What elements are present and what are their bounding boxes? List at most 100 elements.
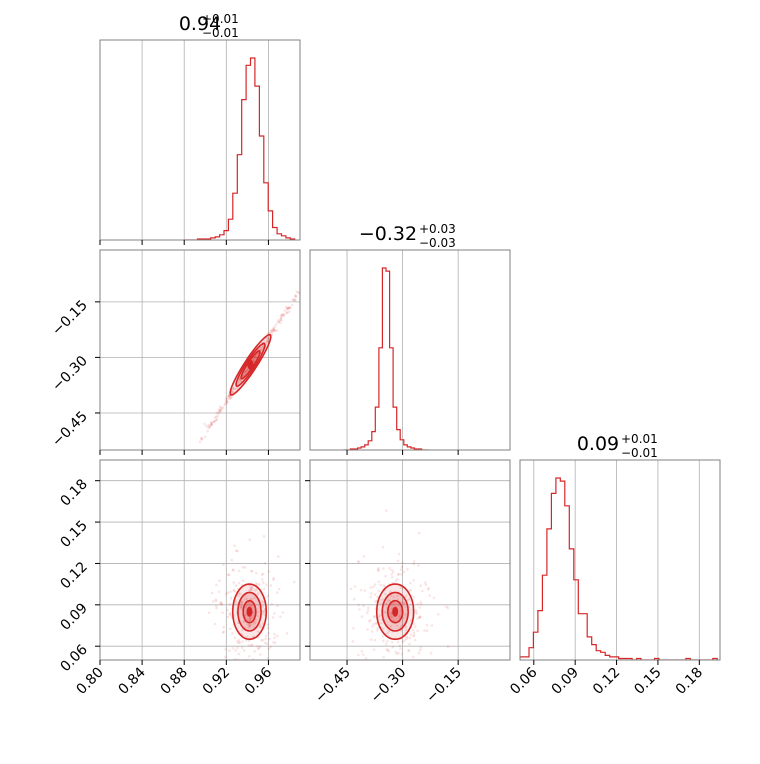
sample-point bbox=[417, 531, 421, 535]
sample-point bbox=[370, 592, 373, 595]
sample-point bbox=[284, 305, 288, 309]
sample-point bbox=[360, 650, 364, 653]
sample-point bbox=[241, 374, 245, 378]
sample-point bbox=[257, 646, 261, 650]
sample-point bbox=[231, 632, 234, 635]
sample-point bbox=[358, 608, 361, 611]
sample-point bbox=[407, 668, 410, 671]
sample-point bbox=[263, 608, 266, 611]
sample-point bbox=[240, 605, 244, 608]
sample-point bbox=[243, 370, 247, 374]
sample-point bbox=[250, 586, 253, 590]
sample-point bbox=[270, 333, 274, 336]
sample-point bbox=[406, 568, 409, 571]
sample-point bbox=[249, 586, 252, 590]
sample-point bbox=[249, 604, 252, 608]
sample-point bbox=[399, 647, 402, 650]
sample-point bbox=[226, 591, 229, 594]
sample-point bbox=[286, 307, 289, 311]
sample-point bbox=[292, 580, 296, 584]
panel-background bbox=[310, 460, 510, 660]
sample-point bbox=[272, 328, 276, 332]
sample-point bbox=[269, 584, 273, 587]
sample-point bbox=[247, 655, 251, 658]
histogram-series bbox=[343, 267, 429, 450]
sample-point bbox=[400, 565, 404, 569]
sample-point bbox=[236, 621, 240, 625]
sample-point bbox=[285, 311, 289, 315]
sample-point bbox=[400, 652, 404, 656]
sample-point bbox=[385, 509, 388, 512]
sample-point bbox=[220, 603, 224, 606]
sample-point bbox=[289, 306, 292, 310]
sample-point bbox=[371, 625, 374, 628]
sample-point bbox=[215, 418, 218, 422]
sample-point bbox=[264, 637, 267, 640]
sample-point bbox=[400, 600, 403, 604]
sample-point bbox=[237, 591, 241, 595]
sample-point bbox=[244, 605, 247, 609]
sample-point bbox=[247, 601, 250, 605]
sample-point bbox=[279, 661, 282, 664]
sample-point bbox=[361, 653, 365, 656]
sample-point bbox=[426, 588, 430, 591]
sample-point bbox=[396, 577, 399, 581]
panel-0-0 bbox=[99, 39, 301, 245]
sample-point bbox=[357, 653, 360, 657]
sample-point bbox=[275, 329, 279, 332]
panel-frame bbox=[99, 459, 301, 661]
sample-point bbox=[272, 326, 275, 330]
sample-point bbox=[408, 642, 411, 646]
sample-point bbox=[236, 640, 239, 643]
sample-point bbox=[243, 598, 247, 601]
panel-frame bbox=[99, 249, 301, 451]
sample-point bbox=[406, 664, 409, 667]
sample-point bbox=[265, 583, 268, 586]
y-tick-label: −0.15 bbox=[49, 297, 91, 339]
sample-point bbox=[429, 651, 433, 655]
sample-point bbox=[399, 568, 403, 571]
sample-point bbox=[397, 573, 400, 576]
y-tick-label: 0.06 bbox=[57, 642, 90, 675]
sample-point bbox=[413, 638, 417, 642]
sample-point bbox=[285, 632, 289, 635]
sample-point bbox=[215, 604, 218, 608]
sample-point bbox=[273, 325, 277, 329]
sample-point bbox=[279, 615, 282, 619]
title-param-2-sup: +0.03 bbox=[419, 222, 456, 236]
sample-point bbox=[416, 629, 419, 632]
sample-point bbox=[382, 584, 386, 587]
sample-point bbox=[248, 538, 251, 541]
sample-point bbox=[437, 613, 440, 616]
x-tick-label: 0.92 bbox=[200, 665, 233, 698]
sample-point bbox=[391, 645, 395, 649]
title-param-3-sub: −0.01 bbox=[621, 446, 658, 460]
sample-point bbox=[373, 583, 377, 586]
sample-point bbox=[219, 410, 222, 414]
sample-point bbox=[250, 623, 254, 626]
sample-point bbox=[250, 588, 253, 592]
sample-point bbox=[237, 638, 241, 642]
sample-point bbox=[229, 596, 233, 600]
sample-point bbox=[241, 628, 244, 632]
sample-point bbox=[388, 567, 391, 570]
sample-point bbox=[252, 359, 255, 362]
sample-point bbox=[395, 624, 399, 628]
sample-point bbox=[294, 295, 297, 298]
sample-point bbox=[230, 558, 233, 562]
sample-point bbox=[208, 425, 211, 428]
sample-point bbox=[400, 586, 404, 590]
sample-point bbox=[402, 616, 406, 620]
sample-point bbox=[384, 592, 387, 596]
sample-point bbox=[256, 630, 260, 633]
sample-point bbox=[398, 614, 401, 618]
sample-point bbox=[376, 673, 379, 676]
sample-point bbox=[418, 615, 422, 618]
sample-point bbox=[416, 617, 420, 620]
sample-point bbox=[228, 649, 231, 652]
sample-point bbox=[418, 648, 422, 652]
sample-point bbox=[266, 339, 270, 343]
y-tick-label: 0.15 bbox=[57, 518, 90, 551]
sample-point bbox=[228, 395, 232, 398]
panel-frame bbox=[309, 459, 511, 661]
